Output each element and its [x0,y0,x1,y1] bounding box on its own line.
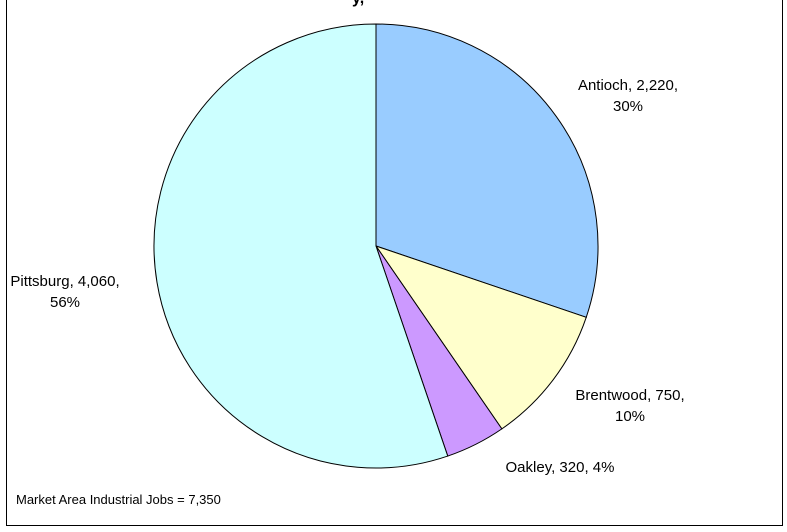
slice-percent-brentwood: 10% [615,408,645,425]
chart-footnote: Market Area Industrial Jobs = 7,350 [16,492,221,507]
slice-label-pittsburg: Pittsburg, 4,060, [10,273,119,290]
pie-slice-brentwood [374,245,587,430]
pie-slice-antioch [375,23,599,318]
slice-label-antioch: Antioch, 2,220, [578,77,678,94]
chart-title-fragment: y, [352,0,364,8]
slice-label-oakley: Oakley, 320, 4% [506,459,615,476]
slice-label-brentwood: Brentwood, 750, [575,387,684,404]
slice-percent-antioch: 30% [613,98,643,115]
slice-percent-pittsburg: 56% [50,294,80,311]
pie-slice-pittsburg [153,23,449,469]
